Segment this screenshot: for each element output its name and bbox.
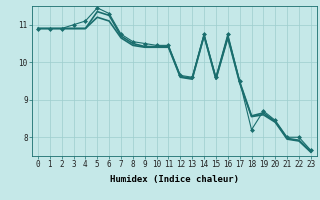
X-axis label: Humidex (Indice chaleur): Humidex (Indice chaleur) [110, 175, 239, 184]
